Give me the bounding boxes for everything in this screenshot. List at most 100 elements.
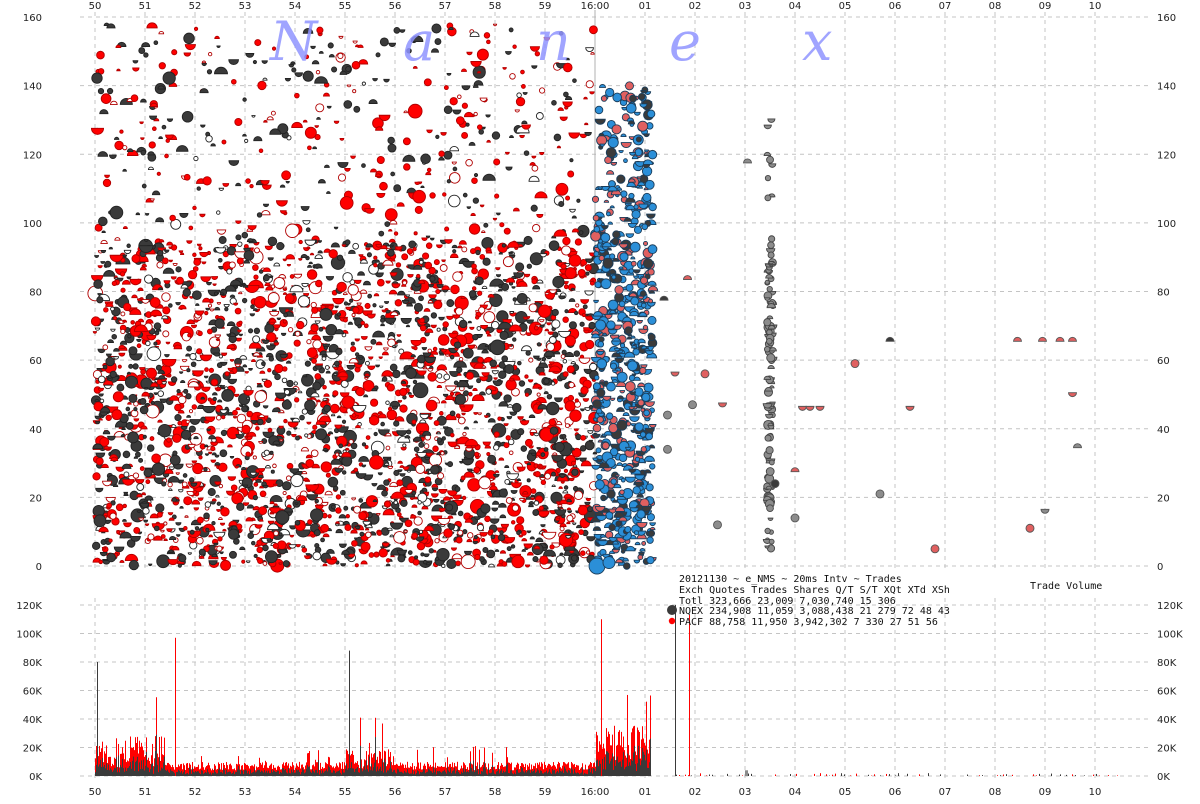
scatter-point (634, 531, 638, 535)
scatter-point (528, 380, 532, 382)
scatter-point (465, 551, 472, 554)
scatter-point (389, 43, 396, 46)
scatter-point (168, 482, 172, 486)
volume-bar (272, 772, 273, 776)
scatter-point (326, 473, 330, 477)
scatter-point (447, 559, 456, 568)
scatter-point (474, 467, 480, 473)
scatter-point (231, 485, 237, 491)
scatter-point (172, 50, 177, 55)
scatter-point (701, 370, 709, 378)
scatter-point (468, 345, 475, 348)
volume-bar (133, 757, 134, 776)
volume-bar (102, 758, 103, 776)
scatter-point (157, 512, 162, 517)
scatter-point (213, 397, 216, 400)
scatter-point (190, 353, 196, 359)
scatter-point (1041, 509, 1049, 513)
volume-bar (245, 769, 246, 776)
scatter-point (208, 488, 215, 495)
scatter-point (376, 127, 383, 131)
scatter-point (602, 442, 609, 449)
volume-bar (143, 760, 144, 776)
scatter-point (767, 286, 772, 291)
scatter-point (610, 310, 616, 313)
volume-bar (417, 770, 418, 776)
volume-bar (357, 767, 358, 776)
scatter-point (480, 377, 488, 381)
scatter-point (388, 144, 396, 152)
scatter-point (459, 320, 467, 328)
volume-bar (341, 775, 342, 776)
scatter-point (132, 255, 140, 263)
scatter-point (292, 418, 299, 422)
scatter-point (97, 51, 105, 59)
scatter-point (439, 489, 447, 493)
scatter-point (344, 506, 348, 510)
scatter-point (105, 175, 110, 177)
scatter-point (123, 227, 127, 229)
volume-bar (283, 768, 284, 776)
scatter-point (205, 445, 208, 447)
volume-bar (235, 772, 236, 776)
scatter-point (202, 262, 206, 264)
scatter-point (719, 403, 727, 407)
scatter-point (545, 329, 549, 331)
scatter-point (102, 547, 105, 549)
scatter-point (630, 392, 636, 395)
scatter-point (765, 435, 771, 441)
scatter-point (525, 274, 530, 277)
scatter-point (339, 36, 343, 38)
scatter-point (237, 258, 243, 264)
volume-bar (317, 773, 318, 776)
scatter-point (408, 104, 422, 118)
scatter-point (242, 298, 246, 302)
scatter-point (529, 304, 537, 312)
scatter-point (496, 268, 500, 270)
scatter-point (530, 537, 534, 539)
volume-bar (162, 769, 163, 776)
scatter-point (398, 555, 405, 562)
scatter-point (244, 251, 254, 261)
scatter-point (478, 357, 484, 363)
scatter-point (274, 484, 277, 486)
scatter-point (220, 293, 224, 295)
volume-bar (406, 773, 407, 776)
scatter-point (520, 135, 525, 137)
scatter-point (111, 307, 115, 311)
scatter-point (414, 517, 422, 525)
volume-bar (390, 761, 391, 776)
scatter-point (292, 122, 303, 127)
scatter-point (439, 317, 444, 320)
scatter-point (248, 329, 252, 333)
scatter-point (376, 365, 380, 367)
scatter-point (511, 491, 517, 494)
volume-bar (165, 770, 166, 776)
scatter-point (185, 516, 188, 518)
scatter-point (352, 541, 358, 547)
scatter-point (112, 334, 117, 339)
scatter-point (93, 473, 100, 480)
volume-bar (415, 775, 416, 776)
scatter-point (362, 465, 366, 467)
scatter-point (578, 506, 587, 515)
scatter-point (312, 307, 318, 313)
volume-bar (385, 762, 386, 776)
scatter-point (164, 250, 168, 252)
scatter-point (552, 485, 555, 487)
scatter-point (166, 375, 170, 377)
volume-bar (145, 766, 146, 776)
volume-bar (237, 770, 238, 776)
volume-bar (427, 772, 428, 776)
scatter-point (586, 48, 594, 52)
volume-bar (315, 770, 316, 776)
scatter-point (280, 439, 283, 441)
scatter-point (504, 424, 508, 426)
volume-bar (389, 768, 390, 776)
scatter-point (629, 469, 636, 473)
volume-bar (432, 773, 433, 776)
scatter-point (369, 553, 374, 558)
volume-bar (132, 761, 133, 776)
scatter-point (270, 311, 279, 316)
scatter-point (101, 251, 105, 253)
